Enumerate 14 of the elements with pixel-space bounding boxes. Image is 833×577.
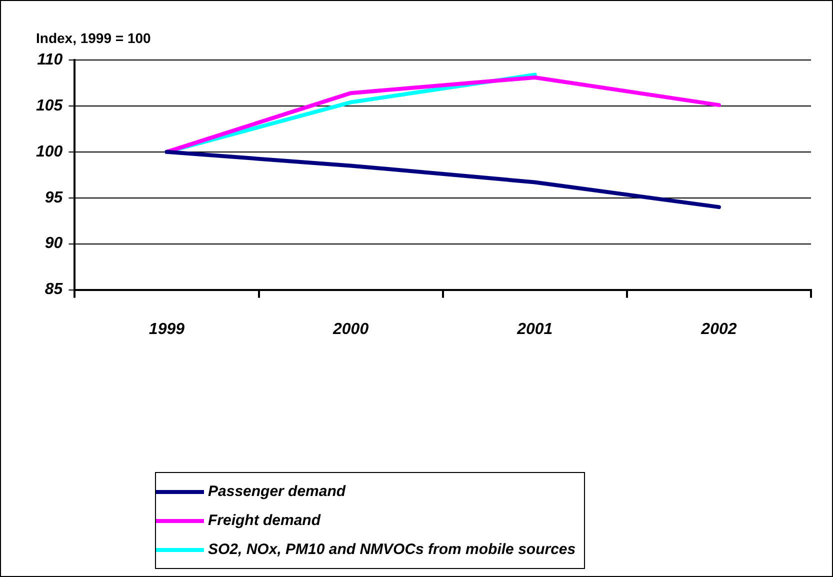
y-tick-label: 95 [44,189,64,206]
y-tick-label: 105 [36,97,64,114]
x-tick-label: 2002 [700,320,737,338]
x-tick-label: 1999 [148,320,185,338]
y-tick-label: 100 [36,143,63,160]
x-tick-label: 2000 [332,320,369,338]
y-tick-label: 85 [44,281,64,298]
x-tick-label: 2001 [516,320,553,338]
legend-label: Passenger demand [208,483,346,500]
y-tick-label: 90 [44,235,63,252]
legend-label: Freight demand [208,512,321,529]
y-axis-title: Index, 1999 = 100 [36,30,151,46]
legend-label: SO2, NOx, PM10 and NMVOCs from mobile sources [208,541,576,558]
y-tick-label: 110 [37,51,63,68]
